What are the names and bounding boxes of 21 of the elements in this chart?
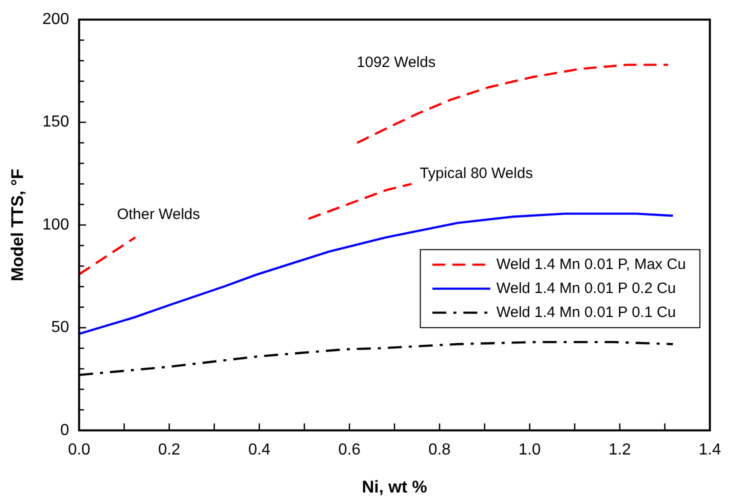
x-tick-label: 1.0: [518, 441, 541, 458]
y-axis-title: Model TTS, °F: [8, 168, 27, 282]
x-tick-label: 0.0: [68, 441, 90, 458]
y-tick-label: 100: [42, 216, 70, 234]
x-tick-label: 0.2: [158, 441, 180, 458]
y-tick-label: 200: [42, 11, 70, 28]
y-tick-label: 0: [60, 422, 70, 439]
x-tick-label: 1.2: [608, 441, 631, 458]
legend-label: Weld 1.4 Mn 0.01 P, Max Cu: [496, 256, 686, 273]
y-tick-label: 50: [51, 319, 70, 336]
legend-label: Weld 1.4 Mn 0.01 P 0.1 Cu: [496, 304, 676, 321]
annotation: Typical 80 Welds: [420, 164, 533, 182]
annotation: Other Welds: [116, 206, 200, 223]
y-tick-label: 150: [42, 114, 70, 131]
x-tick-label: 0.8: [428, 441, 451, 458]
x-tick-label: 0.4: [248, 441, 271, 458]
x-tick-label: 0.6: [338, 441, 361, 458]
legend-label: Weld 1.4 Mn 0.01 P 0.2 Cu: [496, 280, 676, 297]
x-axis-title: Ni, wt %: [362, 477, 428, 496]
annotation: 1092 Welds: [356, 54, 436, 71]
x-tick-label: 1.4: [698, 441, 722, 458]
